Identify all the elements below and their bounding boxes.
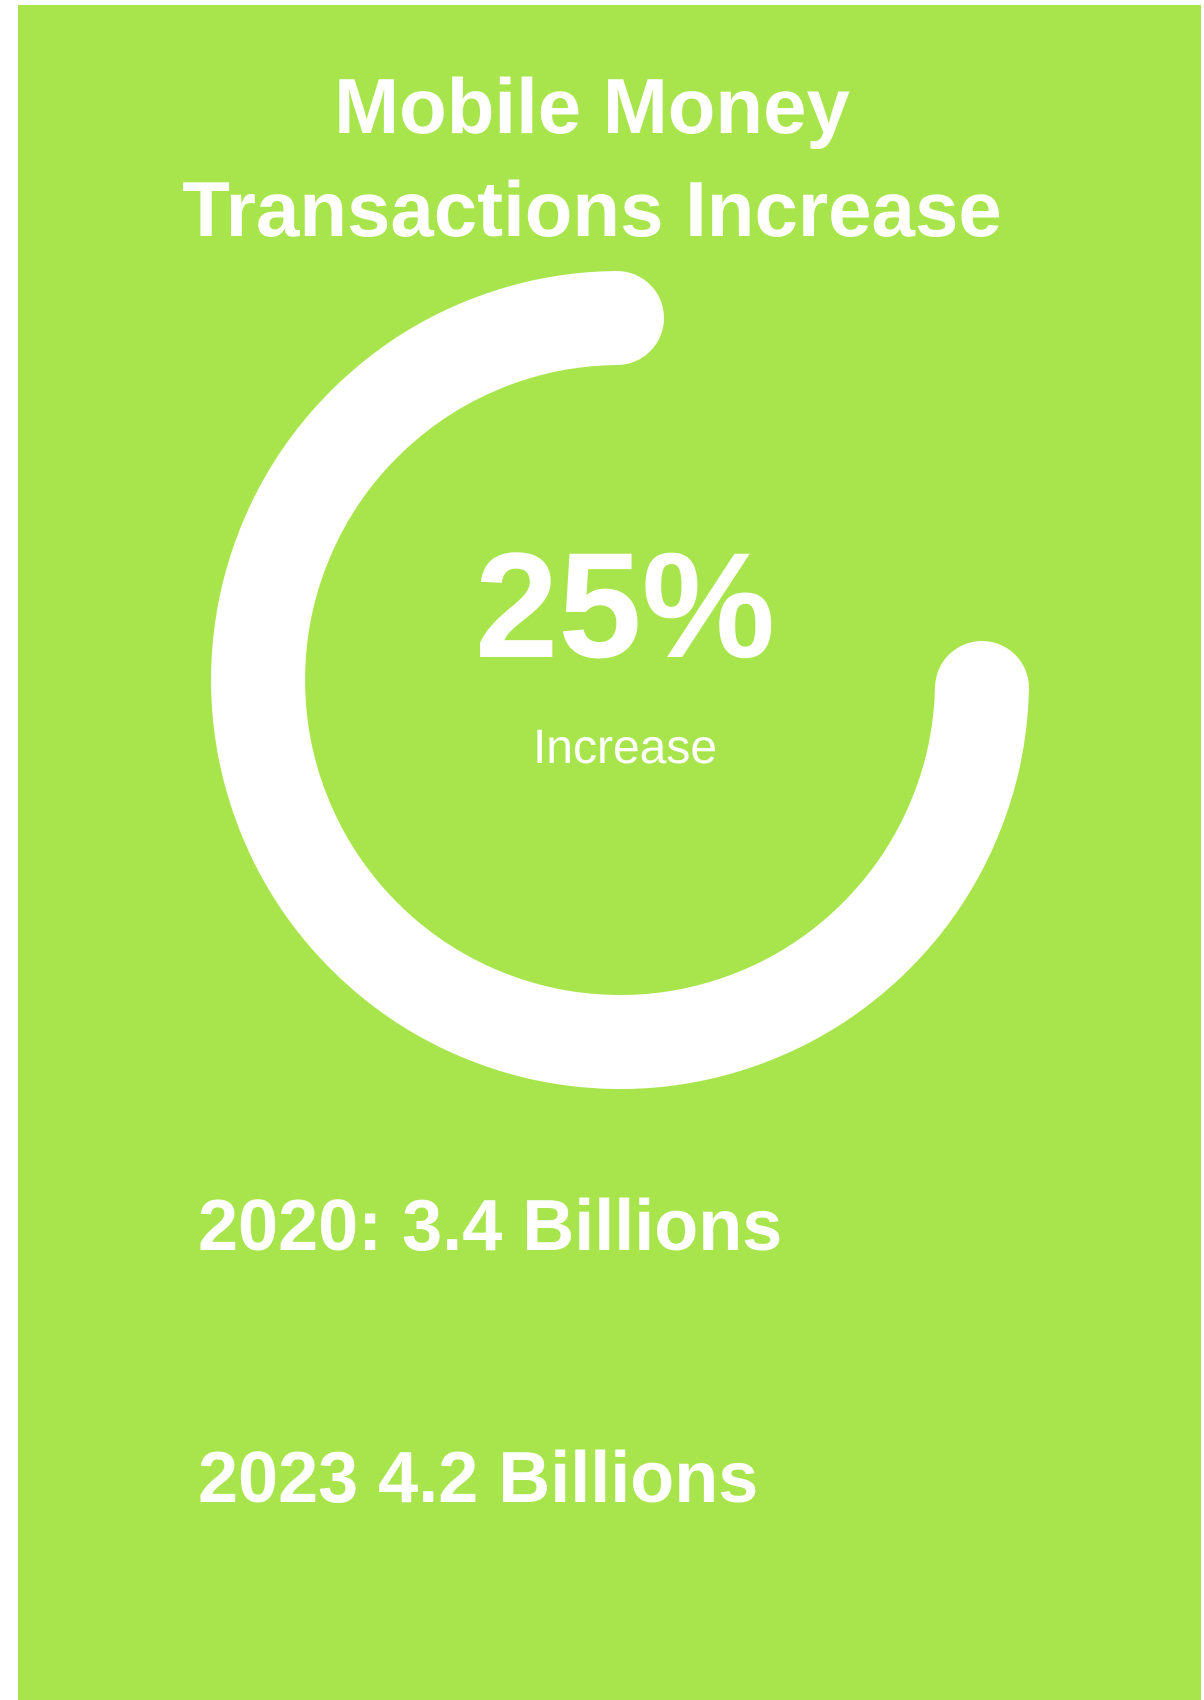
percent-value: 25% <box>474 521 776 689</box>
stat-2023: 2023 4.2 Billions <box>198 1438 759 1518</box>
progress-arc <box>211 271 1029 1089</box>
title-line-1: Mobile Money <box>334 62 850 150</box>
infographic-title: Mobile Money Transactions Increase <box>0 55 1204 261</box>
percent-label: Increase <box>532 721 718 774</box>
stat-2020: 2020: 3.4 Billions <box>198 1186 783 1266</box>
title-line-2: Transactions Increase <box>182 165 1002 253</box>
